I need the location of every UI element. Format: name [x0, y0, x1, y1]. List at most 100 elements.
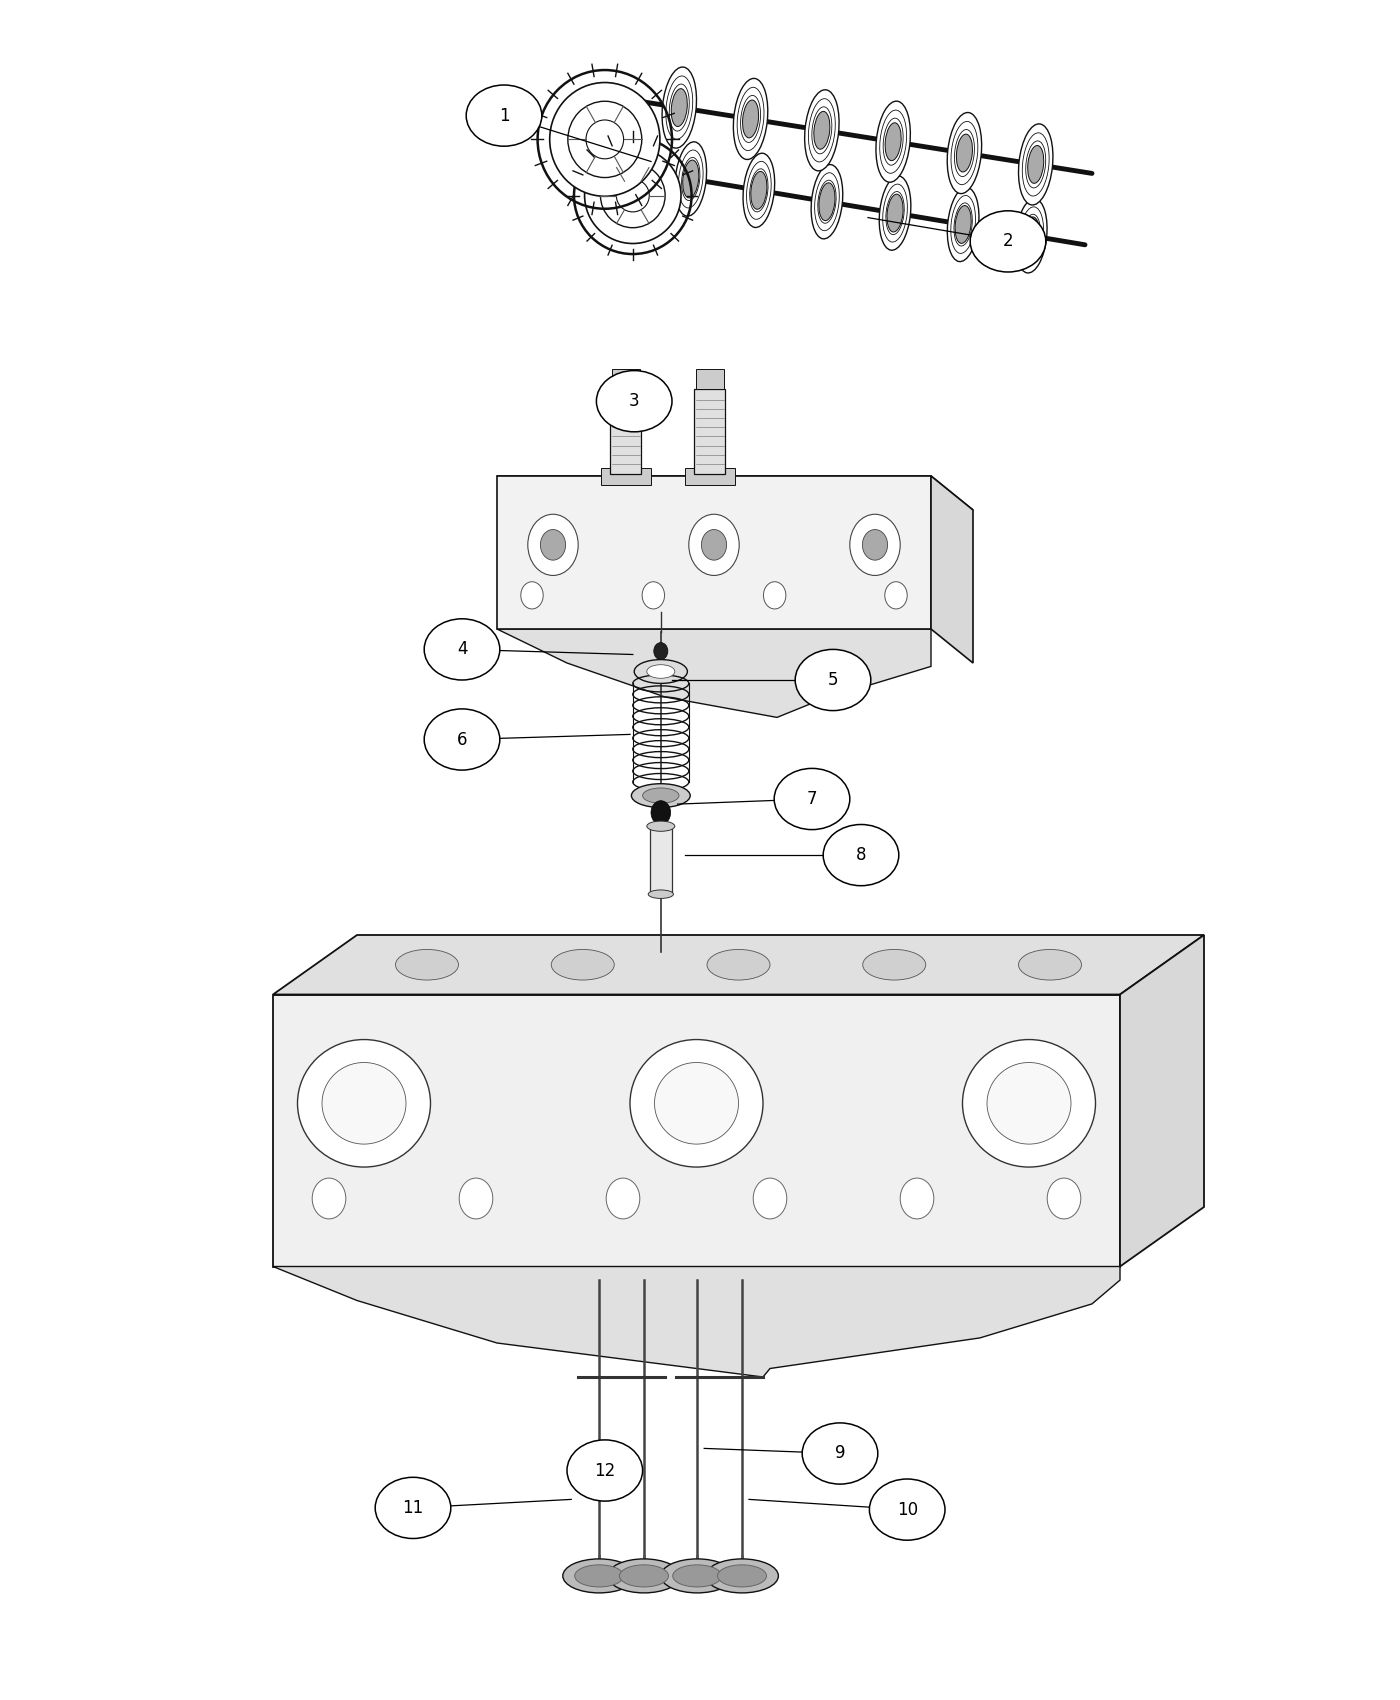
Ellipse shape	[424, 619, 500, 680]
Circle shape	[521, 581, 543, 609]
Ellipse shape	[322, 1062, 406, 1144]
Ellipse shape	[655, 1062, 739, 1144]
Ellipse shape	[634, 660, 687, 683]
Text: 6: 6	[456, 731, 468, 748]
Text: 12: 12	[594, 1462, 616, 1479]
Ellipse shape	[601, 163, 665, 228]
Polygon shape	[1120, 935, 1204, 1266]
Circle shape	[654, 643, 668, 660]
Ellipse shape	[876, 100, 910, 182]
Ellipse shape	[948, 112, 981, 194]
Ellipse shape	[550, 83, 659, 196]
Circle shape	[885, 581, 907, 609]
Circle shape	[651, 801, 671, 824]
Ellipse shape	[743, 153, 774, 228]
FancyBboxPatch shape	[696, 369, 724, 389]
Polygon shape	[273, 1266, 1120, 1377]
Ellipse shape	[587, 121, 623, 158]
Ellipse shape	[948, 187, 979, 262]
Ellipse shape	[424, 709, 500, 770]
Ellipse shape	[1019, 949, 1082, 979]
Ellipse shape	[707, 949, 770, 979]
Circle shape	[540, 530, 566, 561]
Ellipse shape	[396, 949, 459, 979]
Ellipse shape	[1022, 214, 1040, 257]
Ellipse shape	[563, 1559, 636, 1593]
Circle shape	[900, 1178, 934, 1219]
FancyBboxPatch shape	[685, 468, 735, 484]
Ellipse shape	[879, 175, 911, 250]
Ellipse shape	[679, 150, 703, 207]
Polygon shape	[497, 476, 931, 629]
Ellipse shape	[574, 1564, 623, 1588]
Ellipse shape	[883, 184, 907, 241]
Ellipse shape	[815, 173, 839, 231]
FancyBboxPatch shape	[601, 468, 651, 484]
Ellipse shape	[888, 194, 903, 231]
Ellipse shape	[795, 649, 871, 711]
FancyBboxPatch shape	[650, 826, 672, 894]
Ellipse shape	[706, 1559, 778, 1593]
Ellipse shape	[1028, 146, 1044, 184]
Ellipse shape	[585, 148, 680, 243]
Polygon shape	[273, 935, 1204, 994]
Ellipse shape	[805, 90, 839, 172]
Circle shape	[528, 515, 578, 575]
Ellipse shape	[749, 168, 769, 212]
Text: 8: 8	[855, 847, 867, 864]
Ellipse shape	[879, 110, 907, 173]
Text: 4: 4	[456, 641, 468, 658]
Circle shape	[850, 515, 900, 575]
Text: 2: 2	[1002, 233, 1014, 250]
Ellipse shape	[819, 184, 834, 221]
Ellipse shape	[818, 180, 836, 223]
Circle shape	[763, 581, 785, 609]
Ellipse shape	[297, 1040, 431, 1168]
Ellipse shape	[951, 196, 976, 253]
Text: 9: 9	[834, 1445, 846, 1462]
Ellipse shape	[987, 1062, 1071, 1144]
Ellipse shape	[643, 789, 679, 804]
Ellipse shape	[750, 172, 767, 209]
Ellipse shape	[734, 78, 767, 160]
Ellipse shape	[608, 1559, 680, 1593]
Text: 7: 7	[806, 790, 818, 807]
FancyBboxPatch shape	[694, 389, 725, 474]
Ellipse shape	[673, 1564, 722, 1588]
Text: 3: 3	[629, 393, 640, 410]
Ellipse shape	[956, 134, 973, 172]
Ellipse shape	[375, 1477, 451, 1538]
Ellipse shape	[675, 141, 707, 216]
Circle shape	[643, 581, 665, 609]
Ellipse shape	[812, 107, 832, 153]
Ellipse shape	[955, 206, 972, 243]
Ellipse shape	[741, 95, 760, 143]
Ellipse shape	[567, 1440, 643, 1501]
Ellipse shape	[662, 66, 697, 148]
Polygon shape	[497, 476, 973, 510]
Ellipse shape	[1019, 207, 1043, 265]
Ellipse shape	[963, 1040, 1096, 1168]
Ellipse shape	[466, 85, 542, 146]
Ellipse shape	[631, 784, 690, 808]
Ellipse shape	[1022, 133, 1049, 196]
Text: 5: 5	[827, 672, 839, 688]
Circle shape	[862, 530, 888, 561]
Ellipse shape	[738, 87, 764, 151]
Ellipse shape	[648, 891, 673, 899]
Ellipse shape	[811, 165, 843, 240]
Ellipse shape	[682, 158, 700, 201]
Ellipse shape	[671, 88, 687, 126]
Text: 10: 10	[896, 1501, 918, 1518]
Ellipse shape	[885, 122, 902, 160]
Ellipse shape	[886, 192, 904, 235]
Ellipse shape	[666, 76, 693, 139]
Ellipse shape	[746, 162, 771, 219]
Ellipse shape	[802, 1423, 878, 1484]
Circle shape	[753, 1178, 787, 1219]
Ellipse shape	[955, 129, 974, 177]
Ellipse shape	[823, 824, 899, 886]
Ellipse shape	[630, 1040, 763, 1168]
Ellipse shape	[813, 112, 830, 150]
Ellipse shape	[616, 178, 650, 212]
